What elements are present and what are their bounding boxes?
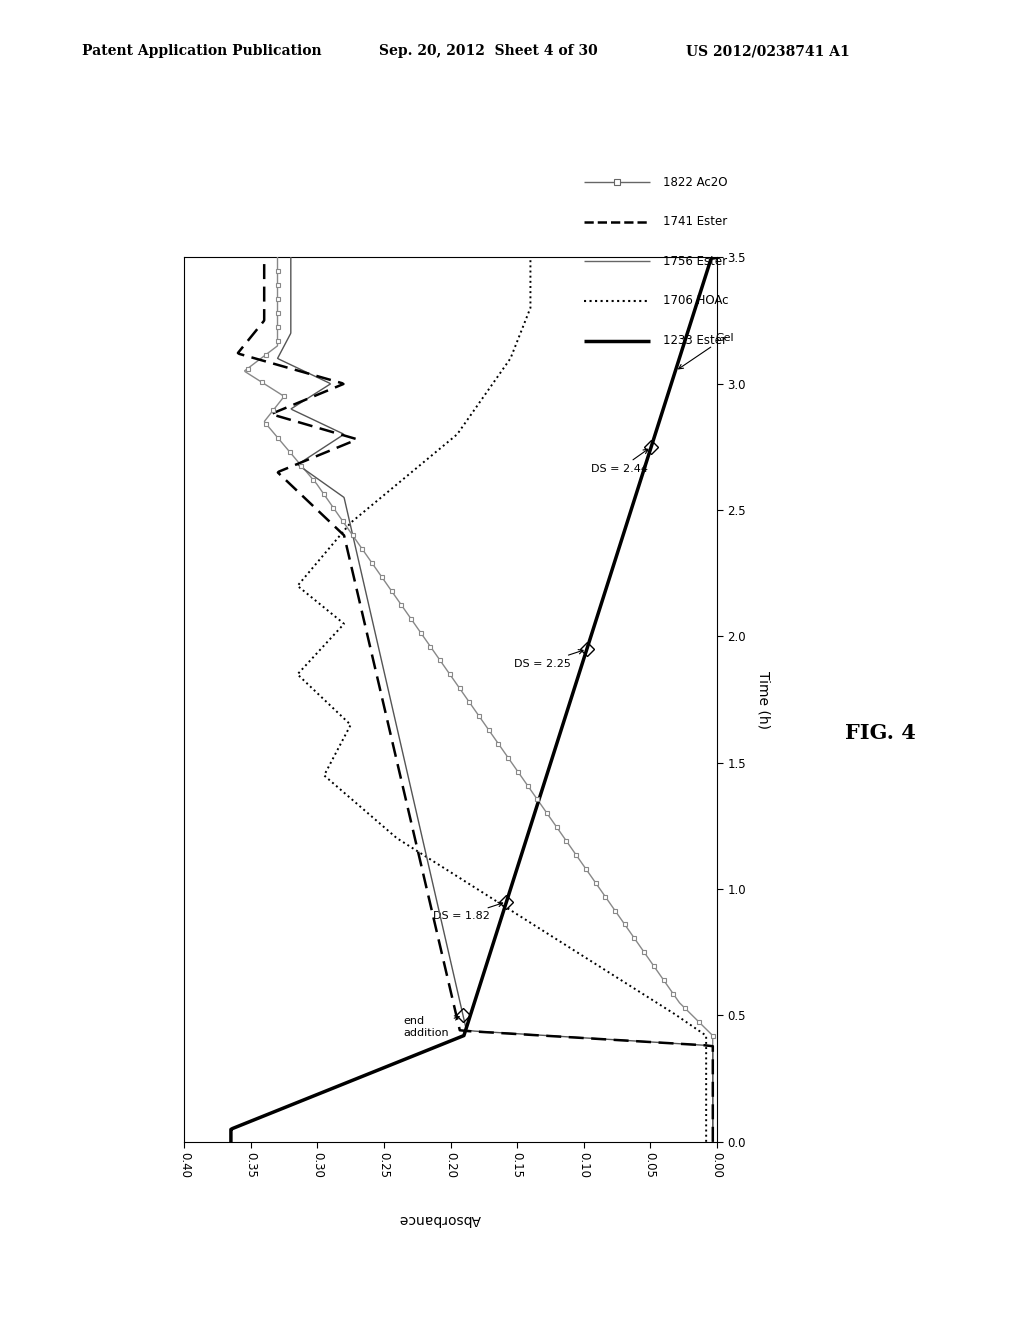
Text: end
addition: end addition	[403, 1016, 459, 1038]
Text: DS = 2.44: DS = 2.44	[591, 449, 648, 474]
Text: Patent Application Publication: Patent Application Publication	[82, 45, 322, 58]
Text: 1233 Ester: 1233 Ester	[663, 334, 727, 347]
Y-axis label: Time (h): Time (h)	[757, 671, 771, 729]
Text: Gel: Gel	[679, 333, 734, 368]
Text: US 2012/0238741 A1: US 2012/0238741 A1	[686, 45, 850, 58]
Text: 1756 Ester: 1756 Ester	[663, 255, 727, 268]
Text: 1706 HOAc: 1706 HOAc	[663, 294, 728, 308]
Text: 1822 Ac2O: 1822 Ac2O	[663, 176, 727, 189]
Text: FIG. 4: FIG. 4	[845, 723, 915, 743]
Text: DS = 2.25: DS = 2.25	[514, 649, 583, 669]
Text: 1741 Ester: 1741 Ester	[663, 215, 727, 228]
Text: DS = 1.82: DS = 1.82	[433, 903, 503, 921]
Text: Sep. 20, 2012  Sheet 4 of 30: Sep. 20, 2012 Sheet 4 of 30	[379, 45, 598, 58]
Text: Absorbance: Absorbance	[399, 1212, 481, 1226]
